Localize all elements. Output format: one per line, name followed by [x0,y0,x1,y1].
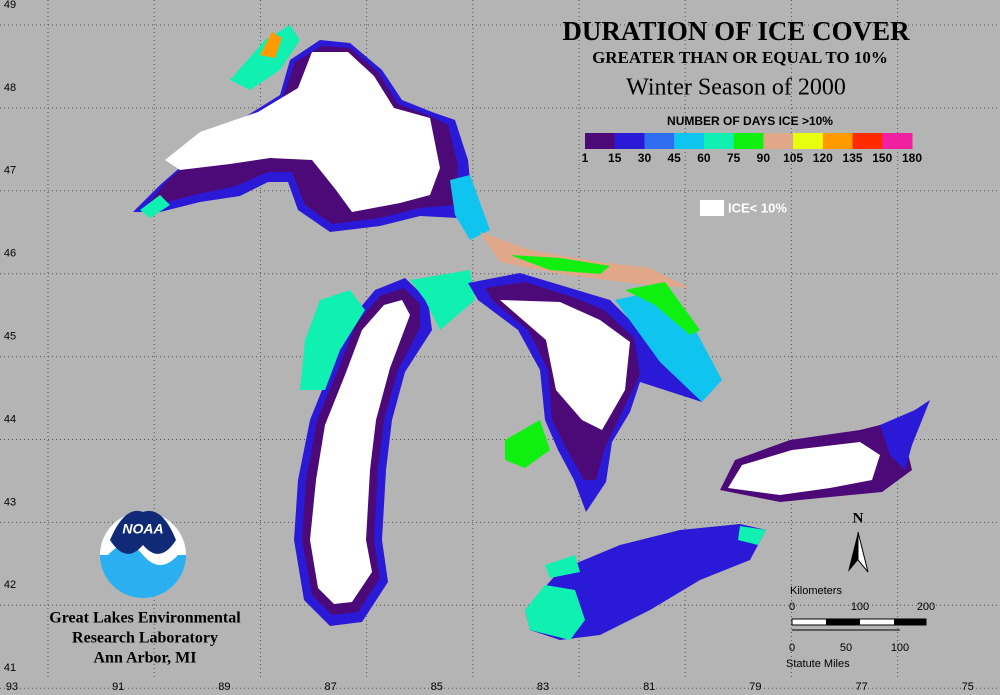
longitude-label: 83 [537,681,549,693]
scale-title: Statute Miles [786,658,850,670]
longitude-label: 85 [431,681,443,693]
north-channel-ice [510,255,610,274]
legend-swatch [822,133,854,149]
scale-label: 100 [851,601,869,613]
legend-label: 45 [668,151,682,165]
scale-label: 100 [891,642,909,654]
legend-label: 75 [727,151,741,165]
lake-michigan [294,270,475,626]
legend-swatch [585,133,616,149]
legend-label: 120 [813,151,833,165]
legend-swatch [674,133,705,149]
legend-swatch [793,133,824,149]
legend-label: 30 [638,151,652,165]
latitude-label: 41 [4,662,16,674]
scale-bar: Kilometers 0 100 200 0 50 100 Statute Mi… [786,585,935,670]
scale-title: Kilometers [790,585,842,597]
ice-label: ICE< 10% [728,200,787,215]
legend-label: 15 [608,151,622,165]
scale-label: 0 [789,642,795,654]
noaa-logo: NOAA [100,510,186,598]
attribution-line: Ann Arbor, MI [94,650,197,667]
attribution-line: Great Lakes Environmental [49,610,241,627]
legend-swatch [614,133,645,149]
legend-swatch [852,133,883,149]
north-label: N [853,510,864,526]
lake-erie [525,524,766,640]
legend-swatch [763,133,794,149]
longitude-label: 89 [218,681,230,693]
legend-label: 1 [582,151,589,165]
longitude-label: 75 [962,681,974,693]
ice-swatch [700,200,724,216]
north-channel [480,232,690,288]
title: DURATION OF ICE COVER [562,16,910,46]
legend-label: 105 [783,151,803,165]
latitude-label: 43 [4,496,16,508]
legend-label: 60 [697,151,711,165]
latitude-label: 45 [4,331,16,343]
scale-label: 50 [840,642,852,654]
longitude-label: 93 [6,681,18,693]
lake-huron [468,273,722,512]
legend-label: 150 [872,151,892,165]
longitude-label: 87 [324,681,336,693]
subtitle: GREATER THAN OR EQUAL TO 10% [592,48,888,67]
latitude-label: 46 [4,248,16,260]
legend-swatch [733,133,764,149]
longitude-label: 91 [112,681,124,693]
latitude-label: 47 [4,165,16,177]
lake-ontario [720,400,930,502]
attribution-line: Research Laboratory [72,630,218,647]
legend-label: 180 [902,151,922,165]
scale-label: 0 [789,601,795,613]
season: Winter Season of 2000 [626,75,846,101]
legend-swatch [882,133,913,149]
latitude-label: 48 [4,82,16,94]
legend-label: 90 [757,151,771,165]
lake-superior [133,25,490,240]
latitude-label: 42 [4,579,16,591]
legend-swatch [644,133,675,149]
longitude-label: 79 [749,681,761,693]
longitude-label: 77 [855,681,867,693]
logo-text: NOAA [122,521,163,537]
latitude-label: 49 [4,0,16,11]
legend-swatch [703,133,735,149]
scale-label: 200 [917,601,935,613]
north-arrow [848,532,858,572]
north-arrow [857,531,869,573]
longitude-label: 81 [643,681,655,693]
latitude-label: 44 [4,413,16,425]
legend: 1 15 30 45 60 75 90 105 120 135 150 180 [582,133,922,165]
legend-title: NUMBER OF DAYS ICE >10% [667,114,833,128]
legend-label: 135 [843,151,863,165]
